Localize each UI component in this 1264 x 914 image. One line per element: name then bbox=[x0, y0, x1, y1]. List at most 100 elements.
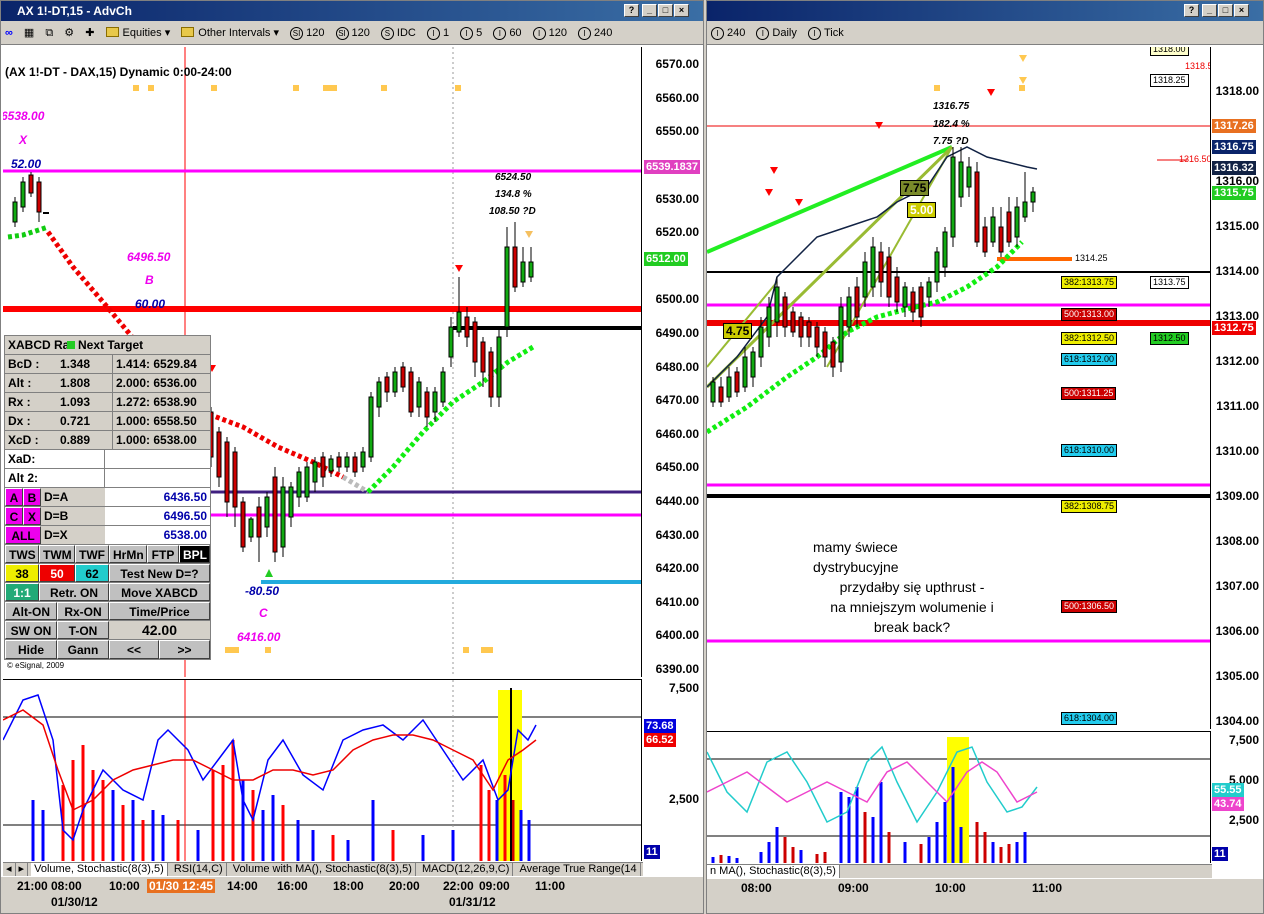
fib-box: 382:1308.75 bbox=[1061, 500, 1118, 513]
help-button[interactable]: ? bbox=[1184, 4, 1199, 17]
gann-button[interactable]: Gann bbox=[57, 640, 109, 659]
link-icon[interactable]: ∞ bbox=[5, 27, 13, 39]
date-label: 01/31/12 bbox=[449, 895, 496, 909]
a-button[interactable]: A bbox=[5, 488, 23, 506]
time-label: 18:00 bbox=[333, 879, 364, 893]
minimize-button[interactable]: _ bbox=[1202, 4, 1217, 17]
settings-icon[interactable]: ⚙ bbox=[64, 27, 75, 39]
tab-volume-stochastic[interactable]: Volume, Stochastic(8(3),5) bbox=[31, 863, 168, 876]
time-label: 21:00 bbox=[17, 879, 48, 893]
next-button[interactable]: >> bbox=[159, 640, 210, 659]
interval-icon: I bbox=[711, 27, 724, 40]
test-new-button[interactable]: Test New D=? bbox=[109, 564, 210, 582]
price-tick: 1307.00 bbox=[1215, 579, 1259, 593]
prev-button[interactable]: << bbox=[109, 640, 159, 659]
all-button[interactable]: ALL bbox=[5, 526, 41, 544]
left-indicator-svg bbox=[3, 680, 641, 861]
tick-button[interactable]: I Tick bbox=[805, 23, 847, 43]
twm-button[interactable]: TWM bbox=[39, 545, 75, 563]
maximize-button[interactable]: □ bbox=[1218, 4, 1233, 17]
interval-button[interactable]: I 60 bbox=[490, 23, 524, 43]
price-tick: 6390.00 bbox=[655, 662, 699, 676]
ratio-38-button[interactable]: 38 bbox=[5, 564, 39, 582]
right-indicator-pane[interactable] bbox=[707, 731, 1210, 863]
maximize-button[interactable]: □ bbox=[658, 4, 673, 17]
fib-box: 382:1312.50 bbox=[1061, 332, 1118, 345]
b-button[interactable]: B bbox=[23, 488, 41, 506]
interval-button[interactable]: SI 120 bbox=[287, 23, 327, 43]
ftp-button[interactable]: FTP bbox=[147, 545, 179, 563]
db-row: C X D=B 6496.50 bbox=[5, 507, 210, 526]
help-button[interactable]: ? bbox=[624, 4, 639, 17]
time-price-button[interactable]: Time/Price bbox=[109, 602, 210, 620]
price-tick: 6480.00 bbox=[655, 360, 699, 374]
d-target-label: 7.75 ?D bbox=[933, 136, 969, 147]
xabcd-panel: XABCD RatiosNext Target BcD :1.3481.414:… bbox=[4, 335, 211, 660]
interval-button[interactable]: S IDC bbox=[378, 23, 419, 43]
price-box: 1313.75 bbox=[1150, 276, 1189, 289]
folder-icon bbox=[105, 27, 119, 37]
sw-on-button[interactable]: SW ON bbox=[5, 621, 57, 639]
ratio-62-button[interactable]: 62 bbox=[75, 564, 109, 582]
copy-icon[interactable]: ⧉ bbox=[45, 27, 54, 39]
hide-button[interactable]: Hide bbox=[5, 640, 57, 659]
tab-scroll-left[interactable]: ◂ bbox=[3, 863, 16, 876]
time-label: 16:00 bbox=[277, 879, 308, 893]
tab-scroll-right[interactable]: ▸ bbox=[16, 863, 29, 876]
bpl-button[interactable]: BPL bbox=[179, 545, 210, 563]
alt-on-button[interactable]: Alt-ON bbox=[5, 602, 57, 620]
minimize-button[interactable]: _ bbox=[642, 4, 657, 17]
crosshair-icon[interactable]: ✚ bbox=[85, 27, 95, 39]
retr-on-button[interactable]: Retr. ON bbox=[39, 583, 109, 601]
price-tick: 6490.00 bbox=[655, 326, 699, 340]
right-price-chart[interactable]: 1316.75 182.4 % 7.75 ?D 7.75 5.00 4.75 1… bbox=[707, 47, 1210, 729]
time-label: 20:00 bbox=[389, 879, 420, 893]
ratio-50-button[interactable]: 50 bbox=[39, 564, 75, 582]
tab-rsi[interactable]: RSI(14,C) bbox=[171, 863, 227, 876]
c-button[interactable]: C bbox=[5, 507, 23, 525]
tab-volume-ma[interactable]: Volume with MA(), Stochastic(8(3),5) bbox=[230, 863, 416, 876]
b-price-label: 6496.50 bbox=[127, 250, 171, 264]
indicator-tag-n: 11 bbox=[1212, 847, 1228, 861]
twf-button[interactable]: TWF bbox=[75, 545, 109, 563]
green-square-icon bbox=[67, 341, 75, 349]
right-price-axis[interactable]: 1318.00 1316.00 1315.00 1314.00 1313.00 … bbox=[1210, 47, 1263, 729]
ratio-row: Alt :1.808 2.000: 6536.00 bbox=[5, 374, 210, 393]
tws-button[interactable]: TWS bbox=[5, 545, 39, 563]
interval-button[interactable]: SI 120 bbox=[333, 23, 373, 43]
move-xabcd-button[interactable]: Move XABCD bbox=[109, 583, 210, 601]
hrmn-button[interactable]: HrMn bbox=[109, 545, 147, 563]
close-button[interactable]: × bbox=[674, 4, 689, 17]
price-tag-magenta: 6539.1837 bbox=[644, 160, 700, 174]
x-button[interactable]: X bbox=[23, 507, 41, 525]
time-label: 14:00 bbox=[227, 879, 258, 893]
left-indicator-pane[interactable] bbox=[3, 679, 641, 861]
tab-atr[interactable]: Average True Range(14 bbox=[516, 863, 641, 876]
t-on-button[interactable]: T-ON bbox=[57, 621, 109, 639]
one-one-button[interactable]: 1:1 bbox=[5, 583, 39, 601]
other-intervals-dropdown[interactable]: Other Intervals ▾ bbox=[178, 23, 282, 43]
time-label: 10:00 bbox=[109, 879, 140, 893]
interval-button[interactable]: I 240 bbox=[575, 23, 615, 43]
tab-macd[interactable]: MACD(12,26,9,C) bbox=[419, 863, 514, 876]
close-button[interactable]: × bbox=[1234, 4, 1249, 17]
left-price-axis[interactable]: 6570.00 6560.00 6550.00 6530.00 6520.00 … bbox=[641, 47, 703, 677]
rx-on-button[interactable]: Rx-ON bbox=[57, 602, 109, 620]
daily-button[interactable]: I Daily bbox=[753, 23, 799, 43]
time-label: 08:00 bbox=[51, 879, 82, 893]
interval-240-button[interactable]: I 240 bbox=[708, 23, 748, 43]
time-label: 22:00 bbox=[443, 879, 474, 893]
equities-dropdown[interactable]: Equities ▾ bbox=[103, 23, 174, 43]
interval-button[interactable]: I 120 bbox=[530, 23, 570, 43]
grid-icon[interactable]: ▦ bbox=[23, 27, 35, 39]
sw-row: SW ON T-ON 42.00 bbox=[5, 621, 210, 640]
price-tick: 1304.00 bbox=[1215, 714, 1259, 728]
price-tick: 6430.00 bbox=[655, 528, 699, 542]
interval-icon: I bbox=[578, 27, 592, 40]
value-field[interactable]: 42.00 bbox=[109, 621, 210, 639]
price-tick: 6460.00 bbox=[655, 427, 699, 441]
tab-volume-stochastic[interactable]: n MA(), Stochastic(8(3),5) bbox=[707, 865, 840, 878]
price-tick: 6570.00 bbox=[655, 57, 699, 71]
